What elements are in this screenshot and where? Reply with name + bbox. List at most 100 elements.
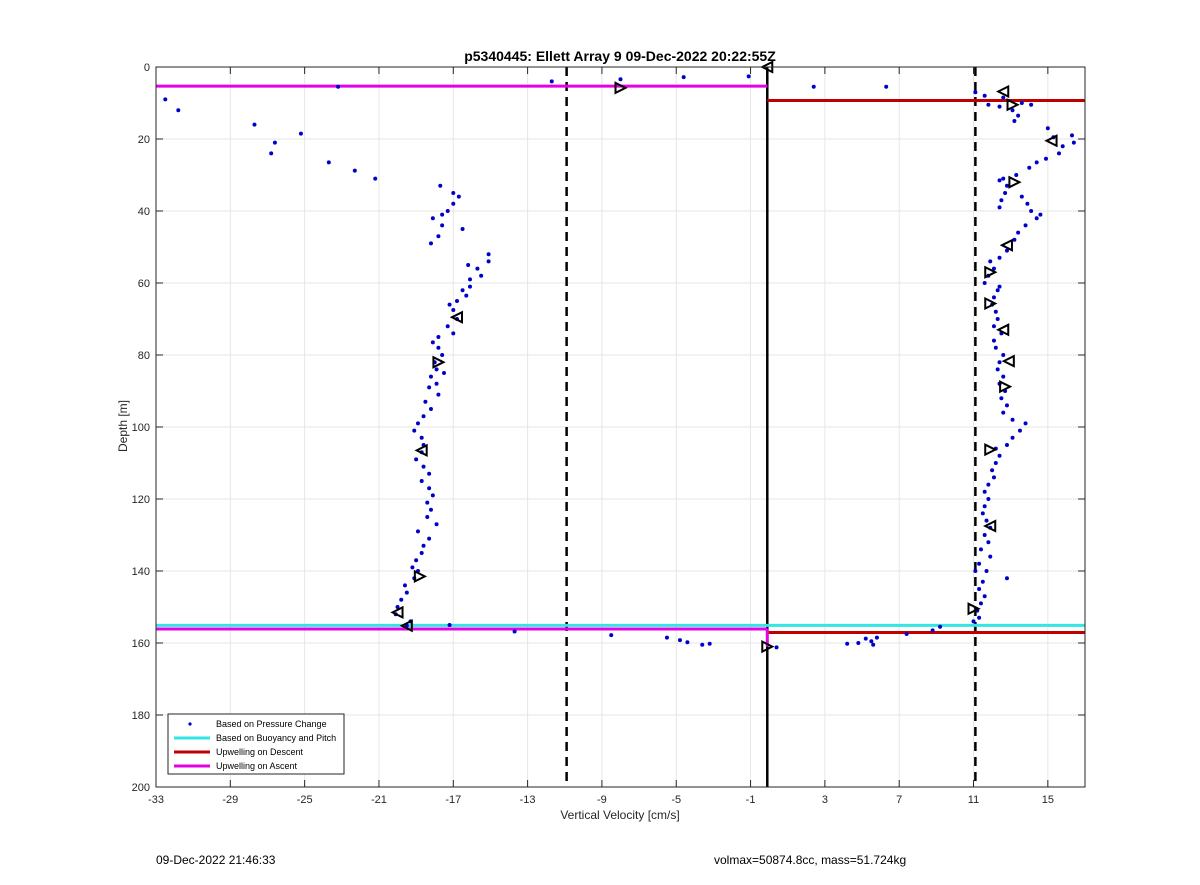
- pressure-point: [373, 176, 378, 181]
- pressure-point: [336, 84, 341, 89]
- triangle-marker: [996, 84, 1010, 99]
- y-tick-label: 20: [138, 134, 150, 146]
- pressure-point: [430, 493, 435, 498]
- pressure-point: [440, 353, 445, 357]
- pressure-point: [404, 590, 409, 595]
- pressure-point: [1004, 443, 1009, 447]
- pressure-point: [421, 543, 426, 548]
- pressure-point: [1034, 160, 1039, 165]
- pressure-point: [436, 345, 441, 350]
- pressure-point: [447, 623, 452, 627]
- pressure-point: [997, 284, 1002, 289]
- pressure-point: [982, 533, 987, 537]
- pressure-point: [430, 340, 435, 345]
- legend-box: [167, 713, 345, 775]
- pressure-point: [415, 529, 420, 534]
- pressure-point: [412, 428, 417, 433]
- pressure-point: [428, 507, 433, 512]
- pressure-point: [997, 205, 1002, 210]
- pressure-point: [440, 223, 445, 228]
- pressure-point: [869, 639, 874, 644]
- pressure-point: [982, 504, 987, 509]
- pressure-point: [980, 511, 985, 516]
- triangle-marker: [999, 238, 1013, 252]
- pressure-point: [845, 641, 850, 646]
- pressure-point: [984, 518, 989, 523]
- pressure-point: [421, 414, 426, 419]
- triangle-marker: [432, 355, 446, 369]
- pressure-point: [746, 74, 751, 79]
- pressure-point: [176, 108, 181, 113]
- pressure-point: [549, 79, 554, 84]
- pressure-point: [468, 277, 473, 282]
- pressure-point: [1034, 216, 1039, 221]
- pressure-point: [252, 122, 257, 127]
- pressure-point: [466, 263, 471, 267]
- pressure-point: [1019, 194, 1024, 199]
- pressure-point: [1017, 428, 1022, 433]
- pressure-point: [997, 360, 1002, 365]
- pressure-point: [982, 489, 987, 494]
- pressure-point: [436, 335, 441, 339]
- pressure-point: [1010, 108, 1015, 113]
- pressure-point: [468, 284, 473, 289]
- pressure-point: [1027, 165, 1032, 170]
- x-tick-label: -5: [671, 794, 681, 806]
- pressure-point: [456, 194, 461, 199]
- pressure-point: [451, 201, 456, 206]
- footer-info: volmax=50874.8cc, mass=51.724kg: [714, 853, 907, 867]
- x-tick-label: -1: [746, 794, 756, 806]
- pressure-point: [428, 374, 433, 379]
- pressure-point: [1010, 417, 1015, 422]
- pressure-point: [1004, 403, 1009, 408]
- pressure-point: [434, 522, 439, 527]
- pressure-point: [978, 601, 983, 606]
- pressure-point: [451, 331, 456, 336]
- x-tick-label: 15: [1042, 794, 1054, 806]
- triangle-marker: [390, 605, 404, 620]
- pressure-point: [1001, 353, 1006, 357]
- pressure-point: [1001, 410, 1006, 415]
- triangle-marker: [984, 296, 998, 311]
- pressure-point: [978, 547, 983, 552]
- triangle-marker: [413, 569, 428, 584]
- reference-lines: [565, 67, 977, 787]
- pressure-point: [990, 468, 995, 473]
- pressure-point: [428, 407, 433, 411]
- triangle-marker: [983, 519, 997, 533]
- pressure-point: [904, 632, 909, 636]
- pressure-point: [414, 558, 419, 563]
- x-tick-label: -25: [297, 794, 313, 806]
- pressure-point: [464, 293, 469, 298]
- y-tick-label: 200: [132, 782, 150, 794]
- pressure-point: [419, 551, 424, 555]
- pressure-point: [1023, 223, 1028, 228]
- pressure-point: [677, 638, 682, 643]
- pressure-point: [856, 641, 861, 645]
- legend-label: Upwelling on Ascent: [216, 761, 298, 771]
- x-tick-label: -9: [597, 794, 607, 806]
- pressure-point: [999, 198, 1004, 203]
- pressure-point: [1014, 173, 1019, 177]
- triangle-marker: [399, 619, 413, 633]
- pressure-point: [977, 615, 982, 620]
- pressure-point: [984, 569, 989, 573]
- pressure-point: [1001, 176, 1006, 181]
- x-tick-label: -33: [148, 794, 164, 806]
- footer-timestamp: 09-Dec-2022 21:46:33: [156, 853, 276, 867]
- triangle-marker: [1044, 134, 1058, 148]
- pressure-point: [419, 479, 424, 483]
- legend-label: Upwelling on Descent: [216, 747, 304, 757]
- x-tick-label: -21: [371, 794, 387, 806]
- pressure-point: [930, 628, 935, 633]
- pressure-point: [973, 569, 978, 573]
- pressure-point: [421, 464, 426, 469]
- pressure-point: [685, 640, 690, 645]
- pressure-point: [1016, 113, 1021, 118]
- pressure-point: [995, 367, 1000, 372]
- y-tick-label: 160: [132, 638, 150, 650]
- y-tick-label: 180: [132, 710, 150, 722]
- pressure-point: [423, 399, 428, 404]
- data-points: [163, 74, 1076, 650]
- pressure-point: [438, 183, 443, 188]
